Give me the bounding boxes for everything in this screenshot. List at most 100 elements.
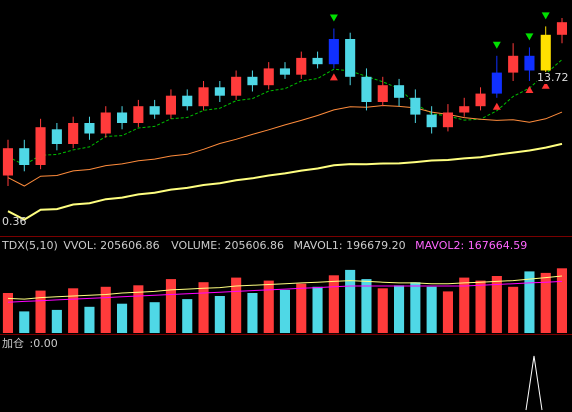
candle-body [426,114,437,128]
ma-short-line [7,59,563,166]
buy-signal-arrow [525,33,534,41]
volume-bar [198,282,209,333]
volume-bar [442,291,453,333]
candle-body [508,55,519,73]
volume-bar [296,283,307,333]
high-price-label: 13.72 [537,71,569,84]
mavol1-label: MAVOL1: [293,239,343,252]
buy-signal-arrow [541,12,550,20]
indicator-label: TDX(5,10) [2,239,58,252]
price-panel [2,12,567,221]
candle-body [247,76,258,86]
candle-body [68,123,79,144]
lower-panel-header: 加仓 :0.00 [2,338,58,350]
volume-bar [345,269,356,333]
lower-panel-label: 加仓 [2,337,24,350]
volume-bar [165,279,176,333]
volume-bar [556,268,567,333]
ma-long-line [7,142,563,221]
volume-bar [117,303,128,333]
volume-bar [361,279,372,333]
volume-bar [426,286,437,333]
volume-bar [410,282,421,333]
candle-body [491,72,502,94]
ma-mid-line [7,104,563,187]
volume-label: VOLUME: [171,239,221,252]
candle-body [410,97,421,115]
volume-bar [263,280,274,333]
panel-divider [0,334,572,335]
candle-body [328,39,339,65]
candle-body [459,106,470,113]
sell-signal-arrow [492,102,501,110]
panel-divider [0,236,572,237]
candle-body [149,106,160,115]
mavol2-line [7,280,563,303]
volume-bar [2,293,14,333]
lower-indicator-panel [525,355,543,411]
candle-body [117,112,128,123]
volume-header: TDX(5,10) VVOL: 205606.86 VOLUME: 205606… [2,240,527,252]
candle-body [100,112,111,134]
volume-bar [508,286,519,333]
mavol2-label: MAVOL2: [415,239,465,252]
candle-body [556,22,567,35]
candle-body [475,93,486,107]
candle-body [182,95,193,107]
volume-bar [328,275,339,334]
candle-body [198,87,209,107]
candle-body [296,57,307,75]
buy-signal-arrow [492,41,501,49]
candle-body [231,76,242,96]
candle-body [279,68,290,75]
buy-signal-arrow [329,14,338,22]
volume-bar [51,309,62,333]
candle-body [394,85,405,98]
volume-panel [2,268,567,334]
candle-body [263,68,274,86]
vvol-label: VVOL: [63,239,97,252]
vvol-value: 205606.86 [100,239,160,252]
volume-bar [149,302,160,333]
volume-value: 205606.86 [224,239,284,252]
candle-body [345,39,356,77]
mavol1-value: 196679.20 [346,239,406,252]
volume-bar [312,286,323,333]
volume-bar [377,288,388,333]
volume-bar [182,299,193,333]
mavol2-value: 167664.59 [467,239,528,252]
candle-body [442,112,453,128]
candle-body [165,95,176,115]
lower-panel-value: :0.00 [29,337,58,350]
volume-bar [524,271,535,333]
volume-bar [491,276,502,333]
volume-bar [100,286,111,333]
candle-body [2,148,14,176]
volume-bar [68,288,79,333]
candle-body [19,148,30,165]
indicator-spike [525,355,543,411]
candle-body [133,106,144,123]
volume-bar [19,311,30,333]
candle-body [361,76,372,102]
sell-signal-arrow [525,86,534,93]
volume-bar [84,306,95,333]
candle-body [540,34,551,71]
volume-bar [279,289,290,333]
sell-signal-arrow [329,73,338,81]
volume-bar [35,290,46,333]
volume-bar [475,280,486,333]
candle-body [214,87,225,96]
candle-body [312,57,323,65]
volume-bar [214,296,225,333]
volume-bar [231,277,242,333]
mavol1-line [7,275,563,300]
candle-body [377,85,388,102]
volume-bar [247,293,258,333]
volume-bar [540,272,551,333]
candle-body [35,127,46,165]
candle-body [51,129,62,144]
volume-bar [394,285,405,333]
candle-body [524,55,535,71]
